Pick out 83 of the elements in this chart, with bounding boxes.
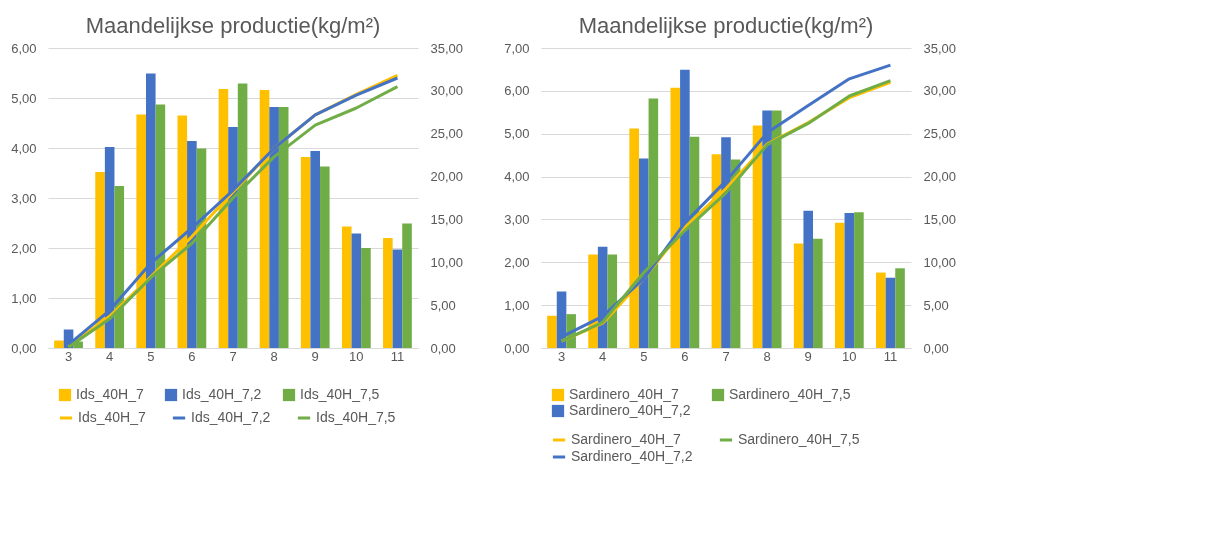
- legend-label: Sardinero_40H_7,5: [729, 386, 851, 402]
- x-tick-label: 6: [188, 348, 196, 364]
- y-tick-label: 7,00: [504, 40, 530, 56]
- legend-label: Ids_40H_7: [78, 409, 146, 425]
- legend-label: Sardinero_40H_7,2: [569, 402, 691, 418]
- legend-label: Ids_40H_7,5: [300, 386, 380, 402]
- y2-tick-label: 25,00: [430, 126, 464, 142]
- y2-tick-label: 10,00: [430, 254, 464, 270]
- bar: [793, 243, 804, 348]
- y-tick-label: 0,00: [11, 340, 37, 356]
- x-tick-label: 5: [147, 348, 155, 364]
- x-tick-label: 11: [390, 348, 405, 364]
- bar: [854, 212, 864, 348]
- x-tick-label: 3: [557, 348, 566, 364]
- bar: [834, 222, 845, 348]
- y2-tick-label: 30,00: [430, 83, 464, 99]
- y2-tick-label: 25,00: [923, 126, 957, 142]
- y-tick-label: 2,00: [504, 254, 530, 270]
- y2-tick-label: 5,00: [923, 297, 949, 313]
- bar: [300, 157, 311, 348]
- bar: [813, 238, 823, 348]
- legend-label: Ids_40H_7,5: [316, 409, 396, 425]
- y-tick-label: 4,00: [11, 140, 37, 156]
- legend-label: Ids_40H_7: [76, 386, 144, 402]
- bar: [361, 248, 371, 348]
- bar: [885, 277, 896, 348]
- x-tick-label: 4: [106, 348, 114, 364]
- y2-tick-label: 35,00: [430, 40, 464, 56]
- x-tick-label: 7: [229, 348, 237, 364]
- x-tick-label: 8: [270, 348, 278, 364]
- x-tick-label: 5: [640, 348, 648, 364]
- bar: [895, 268, 905, 348]
- y2-tick-label: 20,00: [923, 169, 957, 185]
- y-tick-label: 4,00: [504, 169, 530, 185]
- bar: [402, 223, 412, 348]
- x-tick-label: 11: [883, 348, 898, 364]
- x-tick-label: 10: [842, 348, 857, 364]
- y-tick-label: 5,00: [11, 90, 37, 106]
- y2-tick-label: 0,00: [430, 340, 456, 356]
- y-tick-label: 1,00: [11, 290, 37, 306]
- bar: [54, 340, 64, 348]
- y-tick-label: 5,00: [504, 126, 530, 142]
- bar: [320, 166, 330, 348]
- x-tick-label: 9: [311, 348, 319, 364]
- y-tick-label: 1,00: [504, 297, 530, 313]
- y2-tick-label: 15,00: [923, 211, 957, 227]
- x-tick-label: 6: [681, 348, 689, 364]
- y-tick-label: 0,00: [504, 340, 530, 356]
- y2-tick-label: 15,00: [430, 211, 464, 227]
- x-tick-label: 4: [599, 348, 607, 364]
- bar: [383, 238, 393, 348]
- y2-tick-label: 10,00: [923, 254, 957, 270]
- bar: [351, 233, 362, 348]
- y2-tick-label: 30,00: [923, 83, 957, 99]
- y-tick-label: 6,00: [504, 83, 530, 99]
- chart-title: Maandelijkse productie(kg/m²): [85, 13, 381, 38]
- legend-label: Sardinero_40H_7,2: [571, 448, 693, 464]
- y-tick-label: 3,00: [504, 211, 530, 227]
- bar: [341, 226, 352, 348]
- x-tick-label: 8: [763, 348, 771, 364]
- y2-tick-label: 5,00: [430, 297, 456, 313]
- legend-label: Sardinero_40H_7: [569, 386, 679, 402]
- bar: [547, 315, 557, 348]
- bar: [392, 249, 403, 348]
- chart-title: Maandelijkse productie(kg/m²): [578, 13, 874, 38]
- x-tick-label: 9: [804, 348, 812, 364]
- legend-label: Ids_40H_7,2: [191, 409, 271, 425]
- bar: [876, 272, 886, 348]
- bar: [803, 210, 814, 348]
- y2-tick-label: 0,00: [923, 340, 949, 356]
- x-tick-label: 10: [349, 348, 364, 364]
- y-tick-label: 3,00: [11, 190, 37, 206]
- bar: [844, 213, 855, 348]
- bar: [310, 151, 321, 348]
- legend-label: Ids_40H_7,2: [182, 386, 262, 402]
- y-tick-label: 2,00: [11, 240, 37, 256]
- x-tick-label: 3: [64, 348, 73, 364]
- legend-label: Sardinero_40H_7: [571, 431, 681, 447]
- y2-tick-label: 20,00: [430, 169, 464, 185]
- legend-label: Sardinero_40H_7,5: [738, 431, 860, 447]
- y-tick-label: 6,00: [11, 40, 37, 56]
- y2-tick-label: 35,00: [923, 40, 957, 56]
- x-tick-label: 7: [722, 348, 730, 364]
